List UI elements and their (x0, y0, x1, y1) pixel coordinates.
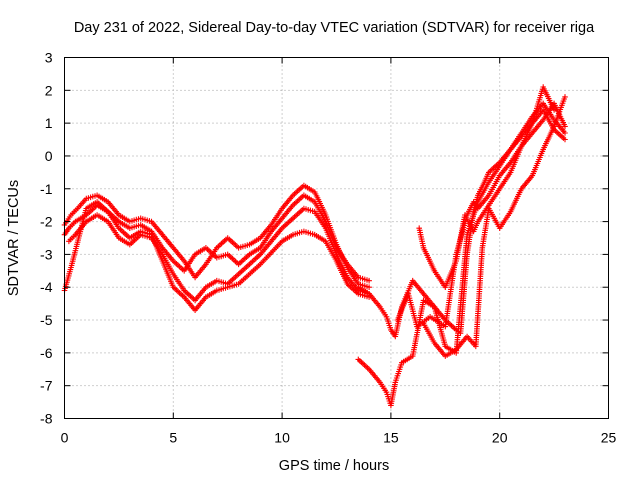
plot-frame (64, 57, 609, 419)
y-tick-label: 0 (45, 148, 53, 164)
series-line (357, 102, 566, 338)
series-track-h (420, 94, 568, 359)
y-tick-label: -6 (40, 345, 53, 361)
data-point-marker (562, 123, 568, 130)
x-axis-label: GPS time / hours (279, 458, 389, 474)
data-point-marker (551, 107, 557, 113)
y-tick-label: -4 (40, 279, 53, 295)
x-tick-label: 25 (601, 430, 617, 446)
x-tick-label: 15 (383, 430, 399, 446)
data-point-marker (366, 284, 372, 290)
data-point-marker (562, 94, 568, 100)
x-tick-label: 20 (492, 430, 508, 446)
plot-data-area (61, 84, 568, 409)
y-tick-label: 2 (45, 82, 53, 98)
series-track-a (61, 192, 372, 284)
data-point-marker (562, 130, 568, 136)
y-tick-label: -7 (40, 378, 53, 394)
series-track-d (61, 199, 372, 313)
series-track-i (416, 84, 557, 290)
x-tick-label: 5 (169, 430, 177, 446)
x-tick-label: 0 (61, 430, 69, 446)
y-tick-label: -2 (40, 214, 53, 230)
axis-ticks: 0 5 10 15 20 25 -8 -7 -6 -5 -4 -3 -2 -1 0 1 2 3 (40, 50, 616, 446)
y-tick-label: -5 (40, 312, 53, 328)
y-tick-label: -3 (40, 246, 53, 262)
y-tick-label: 1 (45, 115, 53, 131)
series-track-f (355, 107, 568, 409)
series-track-b (61, 182, 372, 290)
series-line (63, 184, 370, 288)
data-point-marker (562, 136, 568, 143)
chart-title: Day 231 of 2022, Sidereal Day-to-day VTE… (74, 20, 595, 36)
y-axis-label: SDTVAR / TECUs (6, 180, 22, 296)
series-line (357, 109, 566, 406)
x-tick-label: 10 (274, 430, 290, 446)
data-point-marker (366, 277, 372, 284)
y-tick-label: -8 (40, 411, 53, 427)
y-tick-label: 3 (45, 50, 53, 66)
y-tick-label: -1 (40, 181, 53, 197)
